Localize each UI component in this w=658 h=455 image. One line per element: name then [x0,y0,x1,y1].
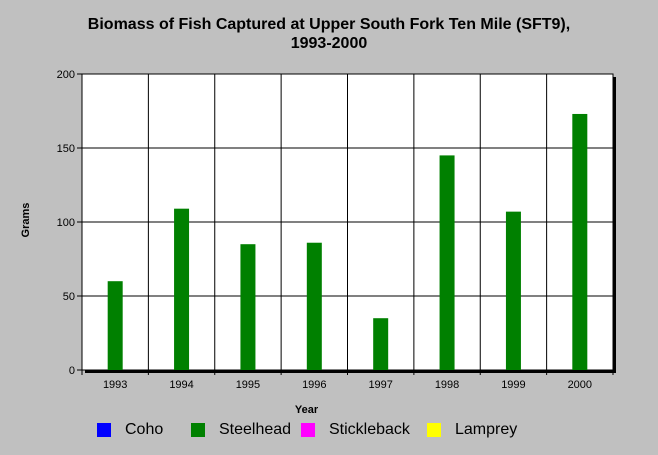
bar-steelhead-1997 [373,318,389,370]
legend-item-coho: Coho [97,420,163,440]
y-tick-label: 0 [69,365,75,377]
bar-steelhead-1995 [240,244,256,370]
x-tick-label: 1993 [103,379,127,391]
y-tick-label: 100 [57,217,75,229]
bar-steelhead-2000 [572,113,588,371]
bar-steelhead-1998 [439,155,455,370]
legend-swatch-lamprey [427,423,441,437]
x-tick-label: 1998 [435,379,459,391]
legend-swatch-steelhead [191,423,205,437]
legend-swatch-stickleback [301,423,315,437]
bar-steelhead-1996 [306,242,322,370]
bar-steelhead-1993 [107,281,123,370]
y-axis-label: Grams [20,202,32,238]
legend-item-lamprey: Lamprey [427,420,517,440]
x-tick-label: 1996 [302,379,326,391]
x-axis-label: Year [294,404,319,416]
y-tick-label: 200 [57,69,75,81]
y-tick-label: 150 [57,143,75,155]
x-tick-label: 1997 [368,379,392,391]
y-tick-label: 50 [63,291,75,303]
x-tick-label: 2000 [568,379,592,391]
legend-label-stickleback: Stickleback [329,421,410,438]
x-tick-label: 1994 [169,379,193,391]
legend-label-coho: Coho [125,421,164,438]
legend-label-steelhead: Steelhead [219,421,292,438]
legend-label-lamprey: Lamprey [455,421,518,438]
chart-title-line2: 1993-2000 [290,35,368,52]
x-tick-label: 1995 [236,379,260,391]
x-tick-label: 1999 [501,379,525,391]
bar-steelhead-1999 [505,211,521,370]
chart-title-line1: Biomass of Fish Captured at Upper South … [87,16,571,33]
bar-steelhead-1994 [174,208,190,370]
legend-swatch-coho [97,423,111,437]
legend-item-steelhead: Steelhead [191,420,291,440]
legend-item-stickleback: Stickleback [301,420,410,440]
